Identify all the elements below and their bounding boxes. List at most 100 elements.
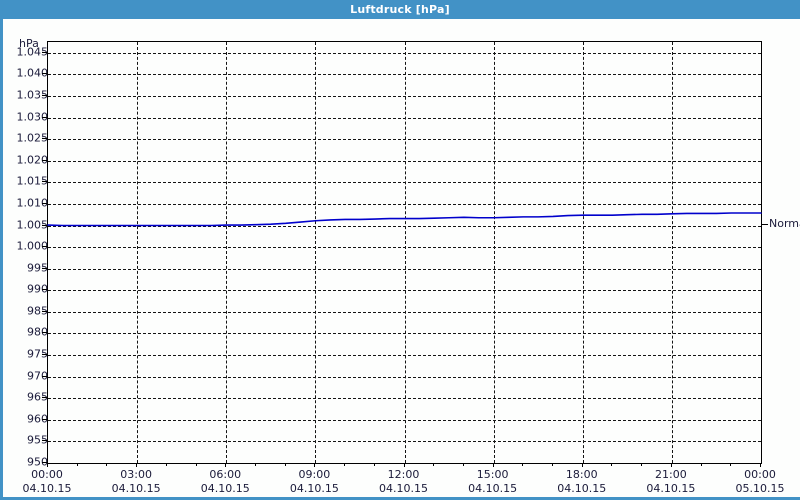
x-axis-tick-mark <box>492 462 494 467</box>
y-axis-tick-label: 1.015 <box>16 174 49 188</box>
x-axis-tick-date: 04.10.15 <box>111 482 161 495</box>
x-axis-minor-tick <box>700 462 702 466</box>
x-axis-minor-tick <box>641 462 643 466</box>
y-axis-tick-label: 1.040 <box>16 66 49 80</box>
x-axis-minor-tick <box>165 462 167 466</box>
y-axis-tick-label: 1.000 <box>16 239 49 253</box>
y-axis-tick-label: 975 <box>27 347 48 361</box>
x-axis-tick-label: 21:00 04.10.15 <box>646 468 695 496</box>
x-axis-tick-mark <box>670 462 672 467</box>
x-axis-tick-time: 03:00 <box>120 468 152 481</box>
x-axis-tick-label: 09:00 04.10.15 <box>290 468 339 496</box>
x-axis-tick-time: 00:00 <box>31 468 63 481</box>
x-axis-minor-tick <box>344 462 346 466</box>
y-axis-tick-mark <box>42 332 47 334</box>
y-axis-tick-mark <box>42 224 47 226</box>
y-axis-tick-label: 1.045 <box>16 45 49 59</box>
y-axis-tick-label: 970 <box>27 369 48 383</box>
x-axis-minor-tick <box>522 462 524 466</box>
x-axis-tick-mark <box>314 462 316 467</box>
y-axis-tick-label: 985 <box>27 304 48 318</box>
x-axis-tick-label: 03:00 04.10.15 <box>112 468 161 496</box>
gridline-vertical <box>404 42 406 463</box>
x-axis-tick-time: 06:00 <box>209 468 242 481</box>
x-axis-minor-tick <box>552 462 554 466</box>
x-axis-minor-tick <box>254 462 256 466</box>
gridline-vertical <box>226 42 228 463</box>
y-axis-tick-label: 950 <box>27 455 48 469</box>
y-axis-tick-label: 1.030 <box>16 110 49 124</box>
x-axis-tick-mark <box>403 462 405 467</box>
x-axis-minor-tick <box>433 462 435 466</box>
y-axis-tick-label: 1.010 <box>16 196 49 210</box>
x-axis-minor-tick <box>76 462 78 466</box>
window-title-bar: Luftdruck [hPa] <box>0 0 800 19</box>
x-axis-tick-label: 06:00 04.10.15 <box>201 468 250 496</box>
x-axis-tick-date: 04.10.15 <box>379 482 428 495</box>
chart-canvas: hPa 1.045 1.040 1.035 1.030 1.025 1.020 1.015 1… <box>3 19 800 497</box>
y-axis-tick-mark <box>42 418 47 420</box>
y-axis-tick-label: 990 <box>27 282 48 296</box>
x-axis-tick-date: 04.10.15 <box>200 482 250 495</box>
y-axis-tick-label: 995 <box>27 261 48 275</box>
y-axis-tick-label: 1.020 <box>16 153 49 167</box>
x-axis-tick-date: 04.10.15 <box>468 482 518 495</box>
y-axis-tick-mark <box>42 138 47 140</box>
y-axis-tick-mark <box>42 397 47 399</box>
x-axis-tick-time: 21:00 <box>655 468 687 481</box>
y-axis-tick-label: 1.025 <box>16 131 49 145</box>
x-axis-tick-label: 00:00 04.10.15 <box>23 468 72 496</box>
x-axis-tick-time: 18:00 <box>565 468 598 481</box>
x-axis-tick-time: 15:00 <box>476 468 509 481</box>
x-axis-tick-time: 00:00 <box>744 468 776 481</box>
x-axis-tick-date: 04.10.15 <box>646 482 696 495</box>
pressure-series-line <box>47 212 762 227</box>
y-axis-tick-label: 960 <box>27 412 48 426</box>
x-axis-tick-time: 12:00 <box>387 468 420 481</box>
y-axis-tick-mark <box>42 73 47 75</box>
gridline-vertical <box>315 42 317 463</box>
x-axis-tick-mark <box>225 462 227 467</box>
x-axis-minor-tick <box>284 462 286 466</box>
y-axis-tick-mark <box>42 246 47 248</box>
y-axis-tick-label: 1.005 <box>16 218 49 231</box>
x-axis-minor-tick <box>462 462 464 466</box>
y-axis-tick-mark <box>42 159 47 161</box>
y-axis-tick-mark <box>42 354 47 356</box>
y-axis-tick-mark <box>42 181 47 183</box>
y-axis-tick-mark <box>42 440 47 442</box>
x-axis-minor-tick <box>730 462 732 466</box>
y-axis-tick-label: 965 <box>27 390 48 404</box>
normal-reference-label: Normal <box>769 216 800 230</box>
gridline-vertical <box>671 42 673 463</box>
x-axis-tick-time: 09:00 <box>298 468 331 481</box>
y-axis-tick-mark <box>42 202 47 204</box>
plot-area <box>47 41 762 464</box>
y-axis-tick-label: 980 <box>27 325 48 339</box>
y-axis-tick-mark <box>42 51 47 53</box>
x-axis-minor-tick <box>195 462 197 466</box>
x-axis-minor-tick <box>373 462 375 466</box>
y-axis-tick-mark <box>42 267 47 269</box>
y-axis-tick-label: 955 <box>27 433 48 447</box>
y-axis-tick-mark <box>42 462 47 463</box>
y-axis-tick-mark <box>42 116 47 118</box>
normal-reference-tick <box>761 223 768 225</box>
y-axis-tick-mark <box>42 310 47 312</box>
x-axis-tick-mark <box>136 462 138 467</box>
x-axis-tick-label: 15:00 04.10.15 <box>468 468 517 496</box>
y-axis-tick-label: 1.035 <box>16 88 49 102</box>
x-axis-tick-mark <box>760 462 761 467</box>
y-axis-tick-mark <box>42 289 47 291</box>
x-axis-tick-label: 00:00 05.10.15 <box>736 468 785 496</box>
x-axis-tick-date: 05.10.15 <box>735 482 785 495</box>
x-axis-tick-mark <box>581 462 583 467</box>
x-axis-tick-date: 04.10.15 <box>289 482 339 495</box>
x-axis-minor-tick <box>611 462 613 466</box>
y-axis-tick-mark <box>42 94 47 96</box>
x-axis-tick-date: 04.10.15 <box>22 482 72 495</box>
x-axis-tick-mark <box>47 462 48 467</box>
gridline-vertical <box>582 42 584 463</box>
gridline-vertical <box>137 42 139 463</box>
